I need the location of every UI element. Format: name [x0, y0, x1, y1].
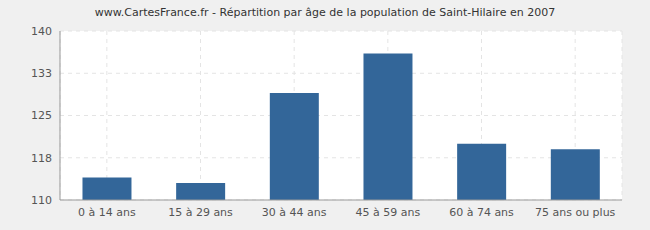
html-text:www.CartesFrance.fr - Répartit: www.CartesFrance.fr - Répartition par âg…: [94, 6, 556, 19]
svg-text:118: 118: [31, 152, 52, 165]
svg-text:60 à 74 ans: 60 à 74 ans: [449, 206, 514, 219]
svg-text:15 à 29 ans: 15 à 29 ans: [168, 206, 233, 219]
svg-text:30 à 44 ans: 30 à 44 ans: [262, 206, 327, 219]
svg-text:110: 110: [31, 194, 52, 207]
svg-text:0 à 14 ans: 0 à 14 ans: [78, 206, 136, 219]
svg-text:133: 133: [31, 67, 52, 80]
svg-text:125: 125: [31, 109, 52, 122]
svg-text:45 à 59 ans: 45 à 59 ans: [355, 206, 420, 219]
svg-text:140: 140: [31, 25, 52, 38]
svg-text:75 ans ou plus: 75 ans ou plus: [535, 206, 616, 219]
